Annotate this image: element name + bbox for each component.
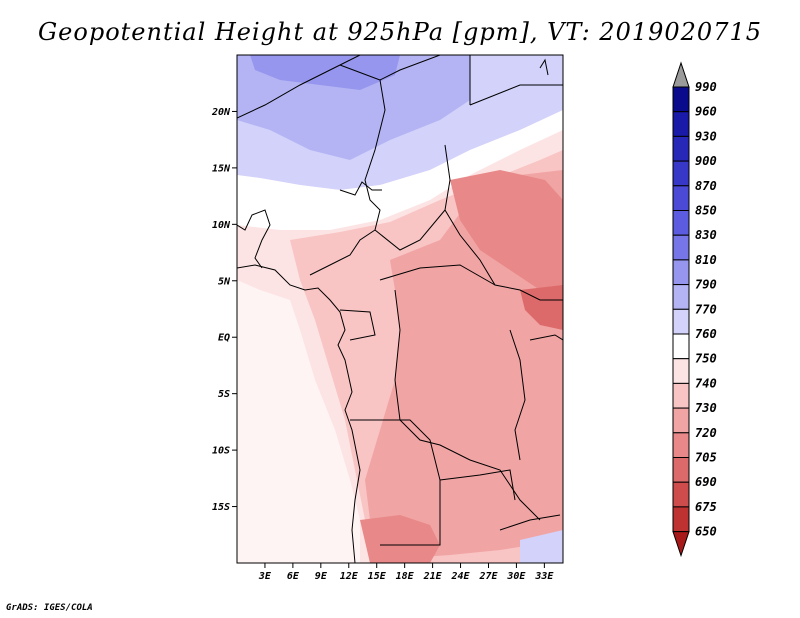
lon-tick-label: 33E xyxy=(534,571,554,582)
lon-tick-label: 18E xyxy=(396,571,415,582)
lat-tick-label: 5N xyxy=(218,276,231,287)
colorbar-swatch xyxy=(672,234,690,261)
lon-tick-label: 12E xyxy=(340,571,359,582)
colorbar-swatch xyxy=(672,86,690,113)
border-5 xyxy=(444,144,563,301)
lon-tick-label: 27E xyxy=(478,571,498,582)
colorbar-label: 850 xyxy=(695,204,717,218)
coast-ne xyxy=(539,58,549,76)
footer-credit: GrADS: IGES/COLA xyxy=(6,603,93,613)
colorbar-swatch xyxy=(672,333,690,360)
colorbar-swatch xyxy=(672,160,690,187)
colorbar-label: 675 xyxy=(695,500,717,514)
lon-tick-label: 9E xyxy=(315,571,328,582)
colorbar-label: 810 xyxy=(695,253,717,267)
colorbar-label: 770 xyxy=(695,302,717,316)
field-760-west xyxy=(237,280,360,563)
border-4 xyxy=(469,84,563,106)
field-760 xyxy=(237,110,563,230)
lat-tick-label: 10S xyxy=(212,446,230,457)
border-16 xyxy=(339,181,382,196)
colorbar-label: 870 xyxy=(695,179,717,193)
colorbar-swatch xyxy=(672,457,690,483)
lat-tick-label: EQ xyxy=(218,333,230,344)
border-3 xyxy=(379,55,471,105)
lat-tick-label: 10N xyxy=(212,220,231,231)
border-13 xyxy=(529,334,563,341)
colorbar-label: 960 xyxy=(695,105,717,119)
field-770-se xyxy=(520,530,563,563)
colorbar-swatch xyxy=(672,382,690,409)
colorbar-label: 690 xyxy=(695,475,717,489)
lon-tick-label: 24E xyxy=(451,571,471,582)
colorbar-label: 990 xyxy=(695,80,717,94)
colorbar-bottom-arrow xyxy=(672,531,690,558)
border-2 xyxy=(309,64,386,276)
chart-title: Geopotential Height at 925hPa [gpm], VT:… xyxy=(38,18,762,46)
colorbar-top-arrow xyxy=(672,61,690,88)
colorbar-swatch xyxy=(672,185,690,212)
lat-tick-label: 15N xyxy=(212,163,231,174)
lat-tick-label: 5S xyxy=(218,389,230,400)
border-15 xyxy=(237,209,271,269)
colorbar-label: 930 xyxy=(695,129,717,143)
height-field xyxy=(237,55,563,563)
colorbar-label: 740 xyxy=(695,376,717,390)
lon-tick-label: 30E xyxy=(506,571,526,582)
colorbar-swatch xyxy=(672,259,690,286)
map-frame xyxy=(236,54,564,564)
colorbar-swatch xyxy=(672,284,690,310)
longitude-axis: 3E 6E 9E 12E 15E 18E 21E 24E 27E 30E 33E xyxy=(258,563,554,582)
border-11 xyxy=(439,469,516,501)
lon-tick-label: 21E xyxy=(423,571,443,582)
colorbar-label: 750 xyxy=(695,352,717,366)
colorbar-swatch xyxy=(672,506,690,533)
field-705-east xyxy=(520,285,563,330)
colorbar: 990 960 930 900 870 850 830 810 790 770 760 750 740 7… xyxy=(672,61,717,558)
colorbar-swatch xyxy=(672,135,690,162)
colorbar-label: 705 xyxy=(695,451,717,465)
colorbar-swatch xyxy=(672,210,690,236)
field-720-north xyxy=(450,170,563,300)
colorbar-swatch xyxy=(672,432,690,458)
border-14 xyxy=(499,514,561,531)
lon-tick-label: 15E xyxy=(368,571,387,582)
lon-tick-label: 6E xyxy=(287,571,300,582)
colorbar-label: 760 xyxy=(695,327,717,341)
border-1 xyxy=(237,55,361,119)
border-7 xyxy=(379,264,496,286)
border-8 xyxy=(394,289,541,521)
colorbar-swatch xyxy=(672,111,690,137)
colorbar-swatch xyxy=(672,358,690,384)
coastline-west xyxy=(237,264,361,563)
borders xyxy=(237,55,563,563)
field-720-south xyxy=(360,515,440,563)
lat-tick-label: 15S xyxy=(212,502,230,513)
border-12 xyxy=(509,329,526,461)
colorbar-label: 730 xyxy=(695,401,717,415)
colorbar-label: 790 xyxy=(695,278,717,292)
colorbar-swatch xyxy=(672,407,690,434)
colorbar-swatch xyxy=(672,481,690,508)
lat-tick-label: 20N xyxy=(211,107,231,118)
colorbar-swatch xyxy=(672,308,690,335)
colorbar-label: 720 xyxy=(695,426,717,440)
latitude-axis: 20N 15N 10N 5N EQ 5S 10S 15S xyxy=(211,107,237,513)
colorbar-label: 900 xyxy=(695,154,717,168)
border-9 xyxy=(339,309,376,341)
colorbar-label: 830 xyxy=(695,228,717,242)
colorbar-label: 650 xyxy=(695,525,717,539)
lon-tick-label: 3E xyxy=(258,571,272,582)
border-6 xyxy=(374,209,446,251)
